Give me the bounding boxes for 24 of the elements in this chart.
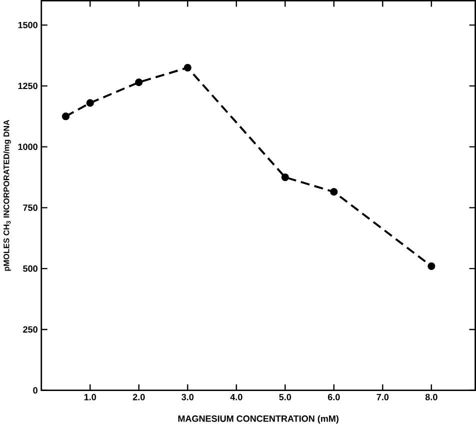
y-tick-label: 1500 bbox=[18, 22, 38, 28]
y-tick-label: 1250 bbox=[18, 82, 38, 90]
y-axis-title: pMOLES CH$_{3}$ INCORPORATED/mg DNA bbox=[3, 120, 11, 271]
x-tick-label: 1.0 bbox=[84, 394, 96, 400]
y-tick-label: 750 bbox=[23, 204, 38, 211]
point bbox=[86, 99, 94, 107]
x-tick-label: 3.0 bbox=[182, 394, 194, 400]
point bbox=[428, 262, 436, 270]
y-tick-label: 0 bbox=[33, 387, 38, 394]
x-tick-label: 7.0 bbox=[376, 394, 389, 400]
point bbox=[281, 173, 289, 182]
point bbox=[135, 78, 143, 86]
y-tick-label: 250 bbox=[23, 326, 38, 333]
point bbox=[184, 64, 192, 72]
x-tick-label: 2.0 bbox=[132, 394, 145, 400]
x-tick-label: 4.0 bbox=[230, 394, 242, 400]
point bbox=[330, 188, 338, 196]
x-axis-title: MAGNESIUM CONCENTRATION (mM) bbox=[178, 415, 338, 424]
point bbox=[62, 112, 70, 120]
y-tick-label: 500 bbox=[23, 265, 38, 272]
x-tick-label: 6.0 bbox=[328, 394, 340, 400]
x-tick-label: 8.0 bbox=[425, 394, 438, 400]
x-tick-label: 5.0 bbox=[279, 394, 292, 400]
y-tick-label: 1000 bbox=[18, 144, 38, 150]
